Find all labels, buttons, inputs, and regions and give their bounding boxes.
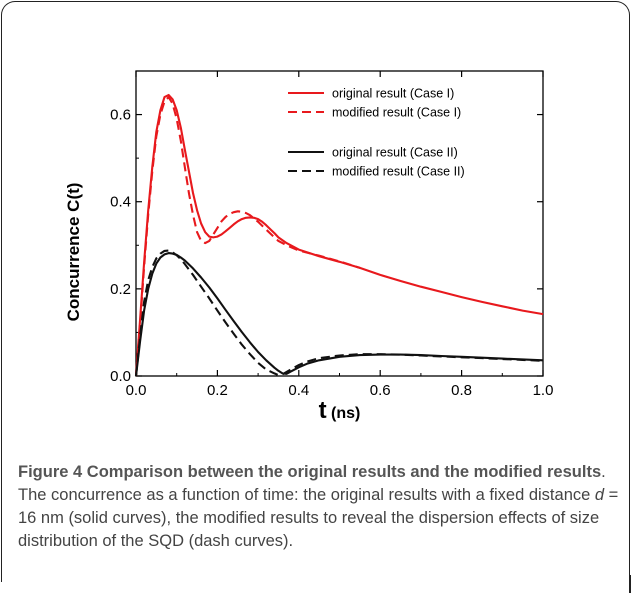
caption-body-2: = 16 nm (solid curves), the modified res… bbox=[18, 486, 619, 550]
caption-variable: d bbox=[594, 486, 605, 504]
y-tick-label: 0.6 bbox=[110, 107, 131, 124]
caption-body-1: . The concurrence as a function of time:… bbox=[18, 463, 606, 504]
y-tick-label: 0.2 bbox=[110, 281, 131, 298]
line-chart: 0.0 0.2 0.4 0.6 0.8 1.0 0.0 0.2 0.4 0.6 t (ns) ori… bbox=[64, 70, 553, 424]
x-axis-label: t (ns) bbox=[319, 397, 361, 424]
legend-box-1 bbox=[283, 81, 489, 125]
x-tick-label: 0.4 bbox=[288, 382, 309, 399]
figure-title: Comparison between the original results … bbox=[86, 463, 602, 481]
y-tick-label: 0.4 bbox=[110, 194, 131, 211]
series-line-2 bbox=[134, 96, 361, 377]
legend-label: original result (Case I) bbox=[332, 87, 454, 101]
legend-box-2 bbox=[283, 140, 489, 184]
figure-label: Figure 4 bbox=[18, 463, 83, 481]
legend-label: modified result (Case I) bbox=[332, 106, 461, 120]
x-tick-label: 0.0 bbox=[126, 382, 147, 399]
series-line-1 bbox=[134, 93, 544, 377]
x-tick-label: 1.0 bbox=[533, 382, 554, 399]
chart-ticks: 0.0 0.2 0.4 0.6 0.8 1.0 0.0 0.2 0.4 0.6 t (ns) bbox=[110, 71, 553, 424]
y-tick-label: 0.0 bbox=[110, 368, 131, 385]
figure-caption: Figure 4 Comparison between the original… bbox=[18, 461, 624, 553]
x-tick-label: 0.8 bbox=[451, 382, 472, 399]
frame-edge bbox=[629, 575, 631, 593]
legend-label: modified result (Case II) bbox=[332, 165, 465, 179]
y-axis-label: Concurrence C(t) bbox=[64, 183, 83, 322]
series-line-3 bbox=[134, 252, 544, 377]
chart-series bbox=[134, 93, 544, 377]
series-line-4 bbox=[134, 249, 544, 377]
x-tick-label: 0.2 bbox=[207, 382, 228, 399]
chart-legend: original result (Case I) modified result … bbox=[283, 81, 489, 184]
x-tick-label: 0.6 bbox=[370, 382, 391, 399]
legend-label: original result (Case II) bbox=[332, 146, 458, 160]
